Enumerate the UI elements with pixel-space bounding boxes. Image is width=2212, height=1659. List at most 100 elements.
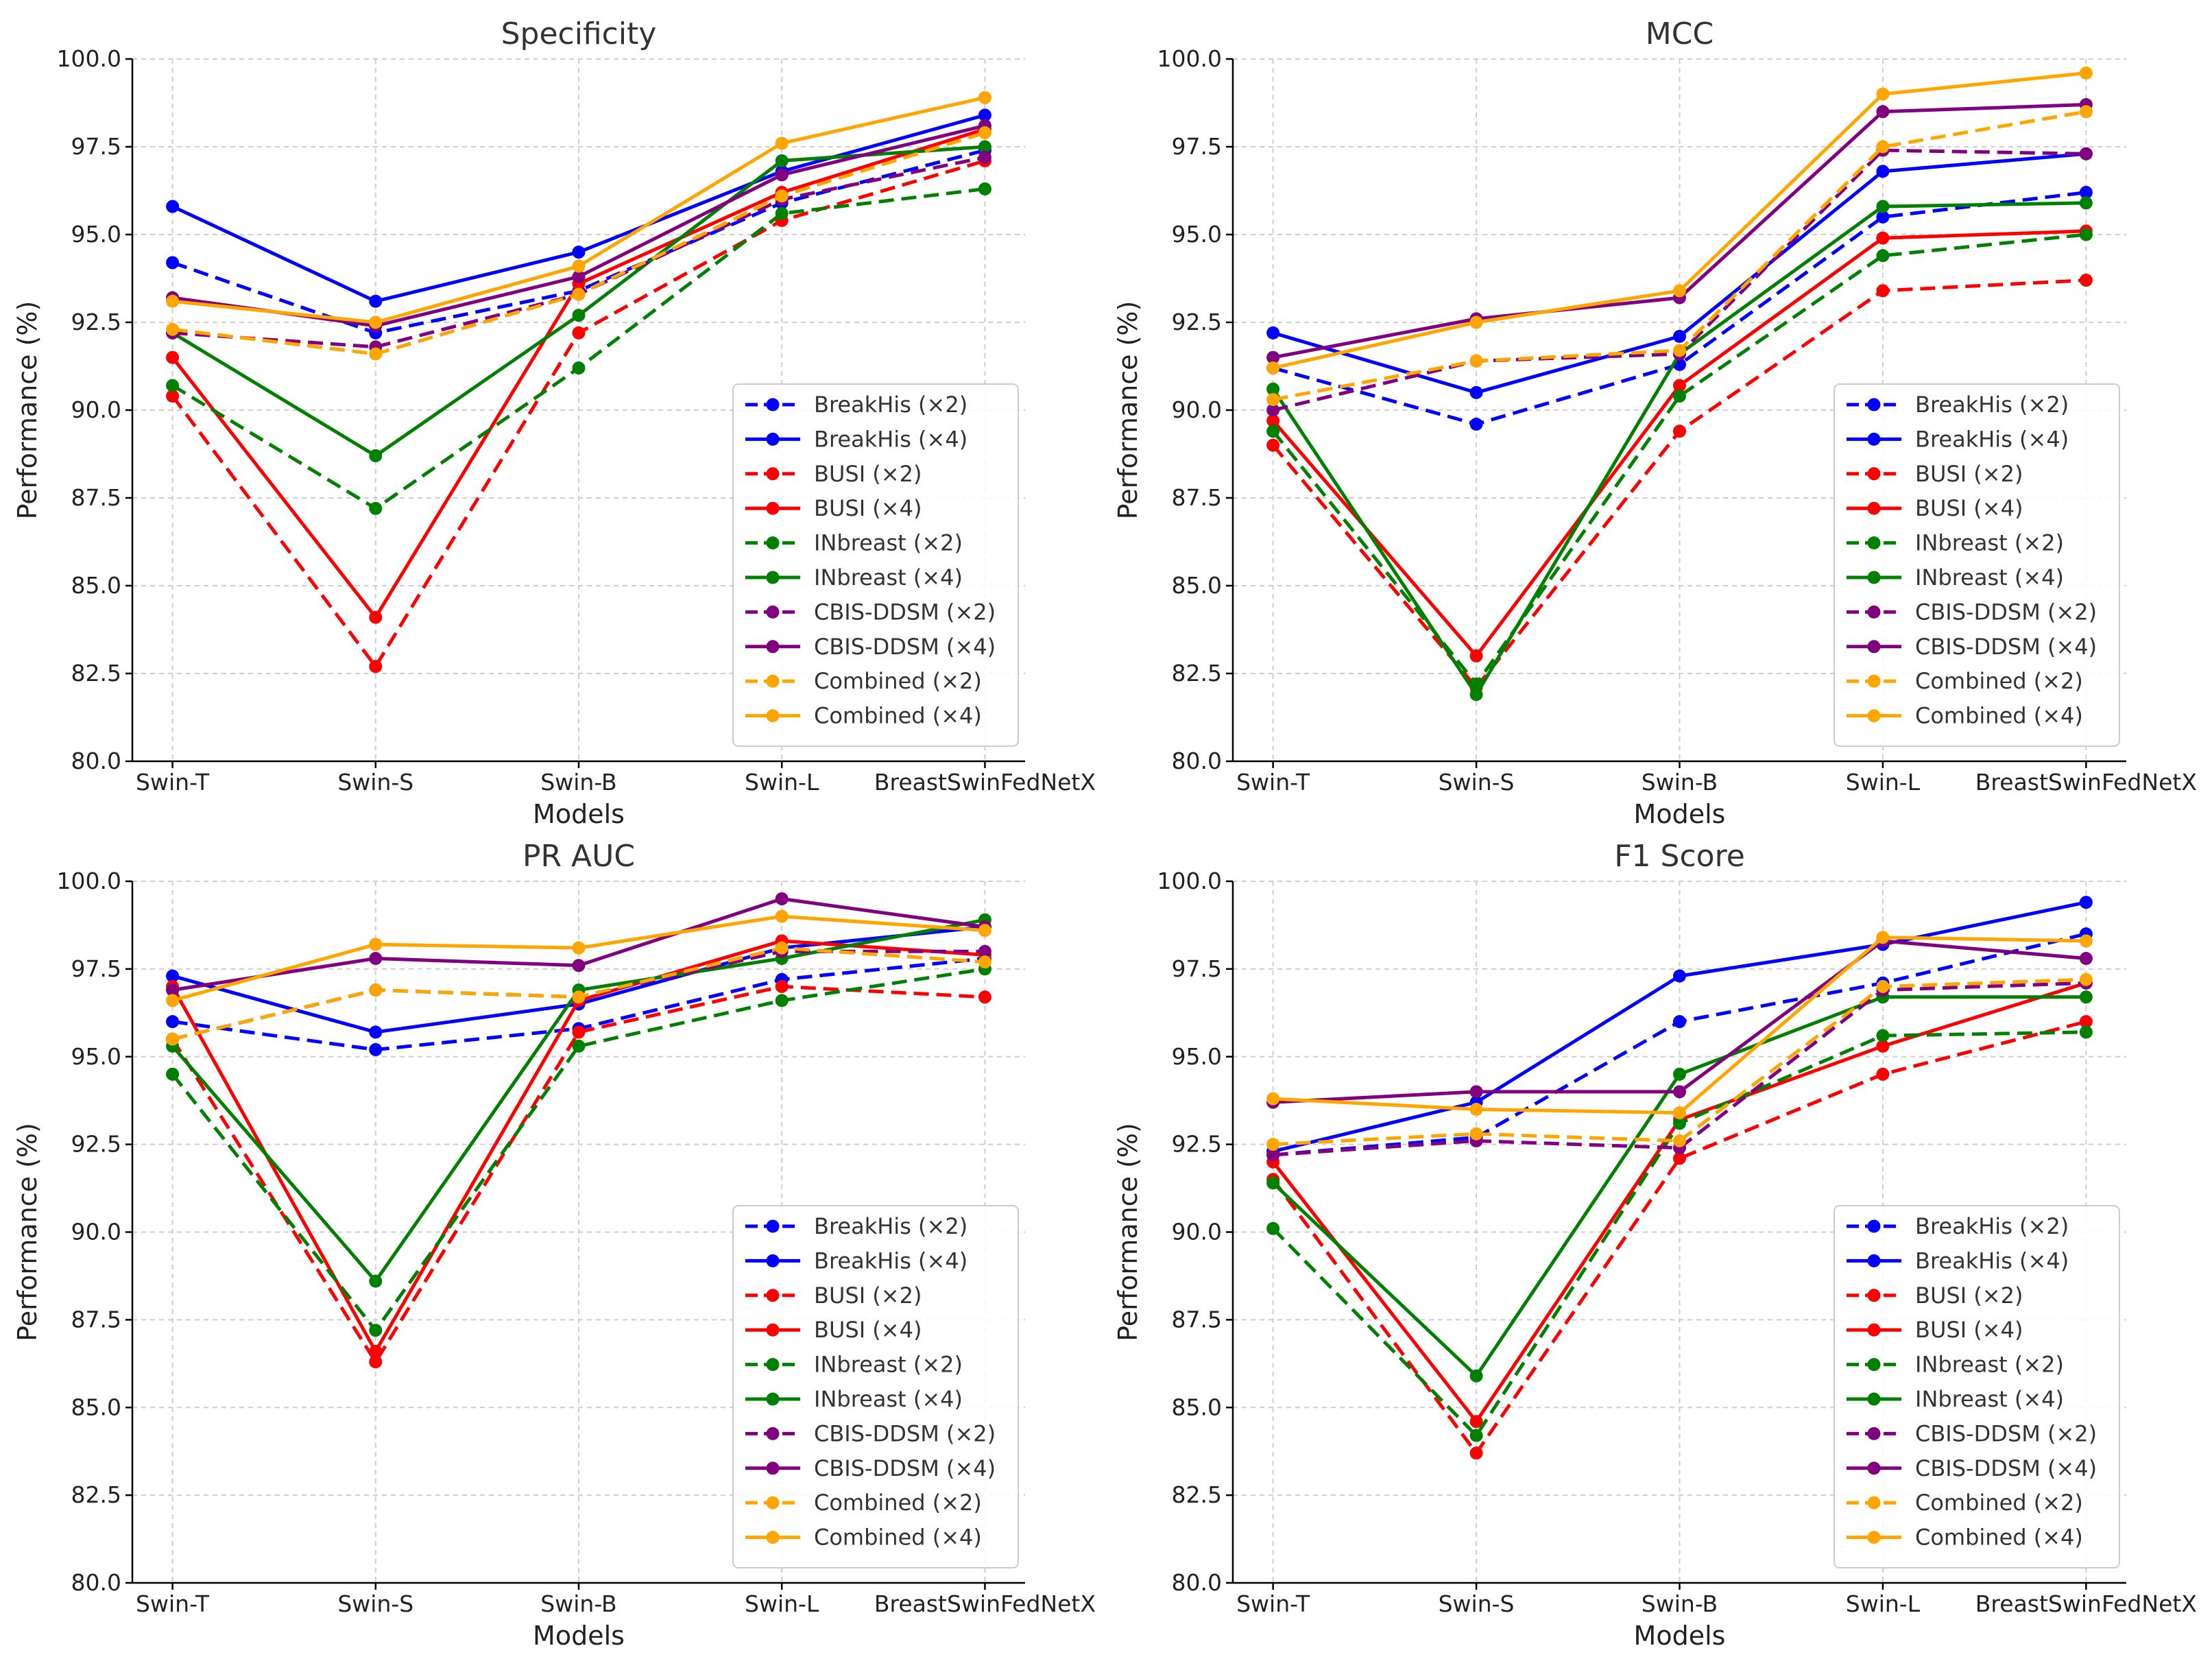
data-point xyxy=(1876,87,1890,101)
legend-swatch-marker xyxy=(766,1289,780,1302)
legend-label: Combined (×2) xyxy=(1915,1490,2083,1516)
legend: BreakHis (×2) BreakHis (×4) BUSI (×2) BUSI … xyxy=(1834,383,2120,747)
data-point xyxy=(572,361,586,375)
data-point xyxy=(1266,393,1280,407)
data-point xyxy=(166,1032,180,1046)
series-line xyxy=(1273,977,2087,1147)
y-tick-label: 82.5 xyxy=(1172,1481,1222,1508)
data-point xyxy=(1673,379,1686,392)
legend-swatch-marker xyxy=(1867,674,1881,688)
data-point xyxy=(369,1344,383,1358)
data-point xyxy=(1876,210,1890,224)
data-point xyxy=(369,660,383,673)
data-point xyxy=(978,91,991,104)
data-point xyxy=(369,1355,383,1369)
data-point xyxy=(1266,361,1280,375)
x-tick-label: Swin-B xyxy=(540,1590,616,1617)
legend-label: Combined (×4) xyxy=(1915,703,2083,729)
data-point xyxy=(2079,972,2093,986)
chart-panel-0: 80.0 82.5 85.0 87.5 90.0 92.5 95.0 97.5 100.0 Swi… xyxy=(12,16,1096,829)
data-point xyxy=(1469,315,1483,329)
legend-label: INbreast (×4) xyxy=(814,564,963,590)
data-point xyxy=(1876,200,1890,213)
data-point xyxy=(775,979,789,993)
legend-swatch-marker xyxy=(1867,709,1881,723)
y-tick-label: 97.5 xyxy=(1172,955,1222,982)
legend-label: INbreast (×2) xyxy=(1915,530,2064,556)
series-line xyxy=(1272,191,2087,426)
data-point xyxy=(775,168,789,182)
data-point xyxy=(1469,1127,1483,1141)
data-point xyxy=(1469,1446,1483,1460)
data-point xyxy=(369,983,383,997)
data-point xyxy=(2079,952,2093,966)
series-line xyxy=(171,967,985,1333)
data-point xyxy=(572,259,586,273)
legend-label: BUSI (×4) xyxy=(1915,495,2023,521)
y-tick-label: 85.0 xyxy=(71,1394,121,1420)
y-tick-label: 97.5 xyxy=(71,955,121,982)
y-tick-label: 80.0 xyxy=(1172,1569,1222,1596)
series-7 xyxy=(166,892,991,997)
data-point xyxy=(369,501,383,515)
x-tick-label: Swin-L xyxy=(745,769,819,796)
data-point xyxy=(166,983,180,997)
data-point xyxy=(1266,414,1280,427)
data-point xyxy=(1673,1117,1686,1130)
legend-swatch-marker xyxy=(766,1358,780,1372)
series-4 xyxy=(166,182,991,515)
data-point xyxy=(1673,1067,1686,1081)
y-tick-label: 100.0 xyxy=(57,45,121,72)
data-point xyxy=(369,315,383,329)
x-axis-label: Models xyxy=(1634,799,1726,829)
x-axis-label: Models xyxy=(533,799,625,829)
legend-label: INbreast (×2) xyxy=(814,530,963,556)
y-tick-label: 80.0 xyxy=(71,748,121,774)
legend-label: CBIS-DDSM (×4) xyxy=(1915,1455,2097,1481)
x-tick-label: Swin-T xyxy=(136,1590,210,1617)
legend-label: CBIS-DDSM (×2) xyxy=(814,1420,996,1446)
data-point xyxy=(775,206,789,220)
chart-panel-1: 80.0 82.5 85.0 87.5 90.0 92.5 95.0 97.5 100.0 Swi… xyxy=(1113,16,2197,829)
x-tick-label: Swin-S xyxy=(337,769,413,796)
legend-label: CBIS-DDSM (×4) xyxy=(1915,634,2097,660)
y-tick-label: 95.0 xyxy=(71,221,121,248)
legend-swatch-marker xyxy=(766,571,780,584)
data-point xyxy=(2079,196,2093,210)
legend-label: INbreast (×4) xyxy=(1915,1386,2064,1412)
y-tick-label: 97.5 xyxy=(71,133,121,160)
data-point xyxy=(1876,165,1890,178)
legend-label: BreakHis (×4) xyxy=(814,426,967,452)
y-axis-label: Performance (%) xyxy=(12,301,43,520)
x-tick-label: Swin-B xyxy=(540,769,616,796)
legend-frame xyxy=(1834,383,2120,747)
data-point xyxy=(166,994,180,1007)
data-point xyxy=(978,140,991,154)
series-line xyxy=(1271,232,2087,686)
data-point xyxy=(369,1324,383,1337)
legend-swatch-marker xyxy=(1867,1358,1881,1372)
data-point xyxy=(1876,1067,1890,1081)
x-axis-label: Models xyxy=(533,1621,625,1651)
data-point xyxy=(369,952,383,966)
data-point xyxy=(1876,105,1890,119)
legend-swatch-marker xyxy=(766,1323,780,1337)
legend-label: BUSI (×4) xyxy=(814,1317,922,1343)
y-tick-label: 100.0 xyxy=(1157,45,1222,72)
series-8 xyxy=(1266,105,2093,407)
data-point xyxy=(1876,231,1890,245)
data-point xyxy=(1673,390,1686,403)
y-tick-label: 80.0 xyxy=(1172,748,1222,774)
legend-swatch-marker xyxy=(1867,1531,1881,1544)
y-tick-label: 97.5 xyxy=(1172,133,1222,160)
data-point xyxy=(1876,931,1890,944)
data-point xyxy=(166,1067,180,1081)
legend: BreakHis (×2) BreakHis (×4) BUSI (×2) BUSI … xyxy=(732,383,1019,747)
data-point xyxy=(166,294,180,308)
legend-label: BUSI (×4) xyxy=(814,495,922,521)
x-axis-label: Models xyxy=(1634,1621,1726,1651)
series-line xyxy=(1273,981,2087,1157)
legend-label: CBIS-DDSM (×2) xyxy=(814,599,996,625)
data-point xyxy=(572,1039,586,1053)
legend-label: Combined (×4) xyxy=(814,703,982,729)
